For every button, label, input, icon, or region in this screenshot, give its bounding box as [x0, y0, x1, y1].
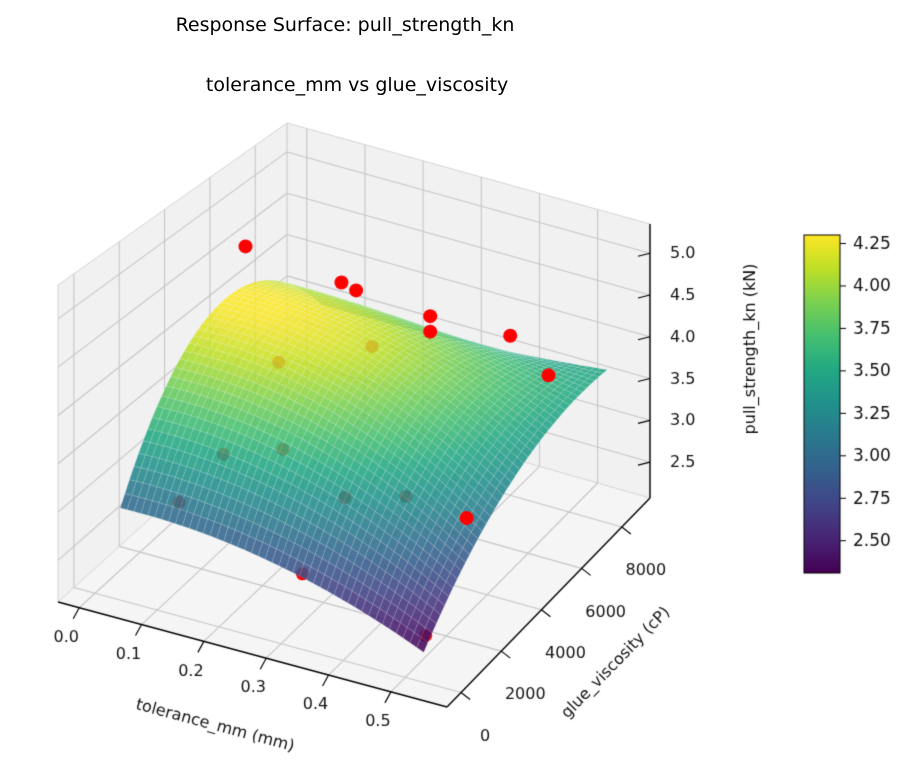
- chart-title-line1: Response Surface: pull_strength_kn: [175, 14, 515, 36]
- chart-title: Response Surface: pull_strength_kn toler…: [40, 10, 650, 130]
- chart-title-line2: tolerance_mm vs glue_viscosity: [205, 74, 509, 96]
